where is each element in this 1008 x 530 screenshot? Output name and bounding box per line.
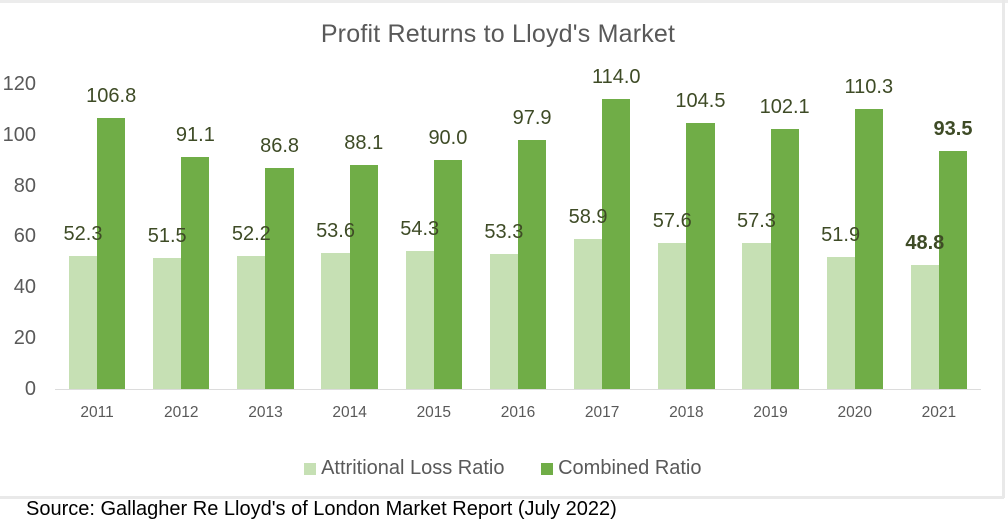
bar-attritional-loss-ratio-2021 — [910, 264, 939, 389]
data-label-attritional-loss-ratio-2021: 48.8 — [905, 231, 945, 254]
x-axis-tick-label-2016: 2016 — [500, 404, 536, 421]
x-axis-line — [55, 388, 981, 391]
bar-attritional-loss-ratio-2016 — [489, 253, 518, 389]
data-label-attritional-loss-ratio-2013: 52.2 — [231, 223, 271, 246]
data-label-attritional-loss-ratio-2016: 53.3 — [484, 220, 524, 243]
bar-combined-ratio-2013 — [265, 168, 294, 389]
data-label-combined-ratio-2011: 106.8 — [86, 84, 137, 107]
legend-item-combined-ratio: Combined Ratio — [541, 457, 702, 479]
chart-frame-top-border — [0, 0, 1008, 3]
data-label-combined-ratio-2013: 86.8 — [260, 135, 300, 158]
bar-combined-ratio-2014 — [349, 165, 378, 389]
bar-attritional-loss-ratio-2014 — [321, 252, 350, 389]
data-label-combined-ratio-2016: 97.9 — [512, 107, 552, 130]
data-label-combined-ratio-2017: 114.0 — [591, 66, 641, 89]
bar-attritional-loss-ratio-2015 — [405, 250, 434, 389]
source-note: Source: Gallagher Re Lloyd's of London M… — [26, 497, 617, 520]
data-label-attritional-loss-ratio-2018: 57.6 — [652, 209, 692, 232]
bar-attritional-loss-ratio-2017 — [573, 239, 603, 389]
data-label-attritional-loss-ratio-2012: 51.5 — [147, 225, 187, 248]
chart-legend: Attritional Loss Ratio Combined Ratio — [1, 457, 1005, 479]
data-label-attritional-loss-ratio-2017: 58.9 — [568, 206, 608, 229]
bar-attritional-loss-ratio-2013 — [237, 256, 266, 389]
legend-label-attritional-loss-ratio: Attritional Loss Ratio — [321, 457, 505, 479]
x-axis-tick-label-2018: 2018 — [669, 404, 704, 421]
data-label-combined-ratio-2019: 102.1 — [759, 96, 810, 119]
data-label-attritional-loss-ratio-2011: 52.3 — [63, 223, 103, 246]
data-label-combined-ratio-2018: 104.5 — [675, 90, 726, 113]
bar-combined-ratio-2021 — [938, 151, 968, 389]
x-axis-tick-label-2014: 2014 — [332, 404, 367, 421]
data-label-attritional-loss-ratio-2015: 54.3 — [400, 217, 440, 240]
y-axis-tick-label-40: 40 — [13, 276, 36, 299]
data-label-attritional-loss-ratio-2014: 53.6 — [316, 219, 355, 242]
y-axis-tick-label-0: 0 — [24, 377, 36, 400]
x-axis-tick-label-2012: 2012 — [164, 404, 199, 421]
x-axis-tick-label-2019: 2019 — [753, 404, 788, 421]
bar-combined-ratio-2019 — [770, 129, 799, 389]
bar-combined-ratio-2015 — [433, 160, 462, 389]
chart-frame-right-border — [1002, 0, 1005, 498]
y-axis-tick-label-120: 120 — [2, 72, 36, 95]
y-axis-tick-label-20: 20 — [13, 327, 36, 350]
data-label-combined-ratio-2014: 88.1 — [344, 132, 384, 155]
x-axis-tick-label-2011: 2011 — [80, 404, 114, 421]
x-axis-tick-label-2015: 2015 — [416, 404, 452, 421]
y-axis-tick-label-80: 80 — [13, 174, 36, 197]
data-label-combined-ratio-2015: 90.0 — [428, 127, 468, 150]
bar-combined-ratio-2018 — [686, 123, 715, 389]
chart-frame-bottom-border — [0, 496, 1004, 499]
y-axis-tick-label-100: 100 — [2, 123, 36, 146]
bar-attritional-loss-ratio-2012 — [153, 258, 182, 389]
bar-attritional-loss-ratio-2011 — [68, 256, 98, 389]
data-label-attritional-loss-ratio-2020: 51.9 — [821, 224, 861, 247]
data-label-attritional-loss-ratio-2019: 57.3 — [736, 210, 776, 233]
bar-attritional-loss-ratio-2019 — [742, 243, 771, 389]
chart-title: Profit Returns to Lloyd's Market — [320, 20, 676, 48]
x-axis-tick-label-2020: 2020 — [837, 404, 872, 421]
bar-combined-ratio-2012 — [181, 157, 210, 389]
legend-swatch-combined-ratio — [541, 462, 554, 475]
x-axis-tick-label-2021: 2021 — [921, 404, 957, 421]
data-label-combined-ratio-2020: 110.3 — [844, 75, 894, 98]
legend-label-combined-ratio: Combined Ratio — [558, 457, 702, 479]
data-label-combined-ratio-2021: 93.5 — [933, 118, 973, 141]
bar-combined-ratio-2011 — [97, 117, 126, 389]
bar-combined-ratio-2020 — [854, 108, 883, 389]
data-label-combined-ratio-2012: 91.1 — [175, 124, 215, 147]
bar-attritional-loss-ratio-2020 — [826, 257, 855, 389]
bar-attritional-loss-ratio-2018 — [658, 242, 687, 389]
legend-item-attritional-loss-ratio: Attritional Loss Ratio — [304, 457, 505, 479]
x-axis-tick-label-2013: 2013 — [248, 404, 283, 421]
y-axis-tick-label-60: 60 — [13, 225, 36, 248]
bar-combined-ratio-2016 — [518, 140, 547, 389]
x-axis-tick-label-2017: 2017 — [584, 404, 620, 421]
bar-combined-ratio-2017 — [602, 99, 631, 389]
legend-swatch-attritional-loss-ratio — [304, 462, 317, 475]
